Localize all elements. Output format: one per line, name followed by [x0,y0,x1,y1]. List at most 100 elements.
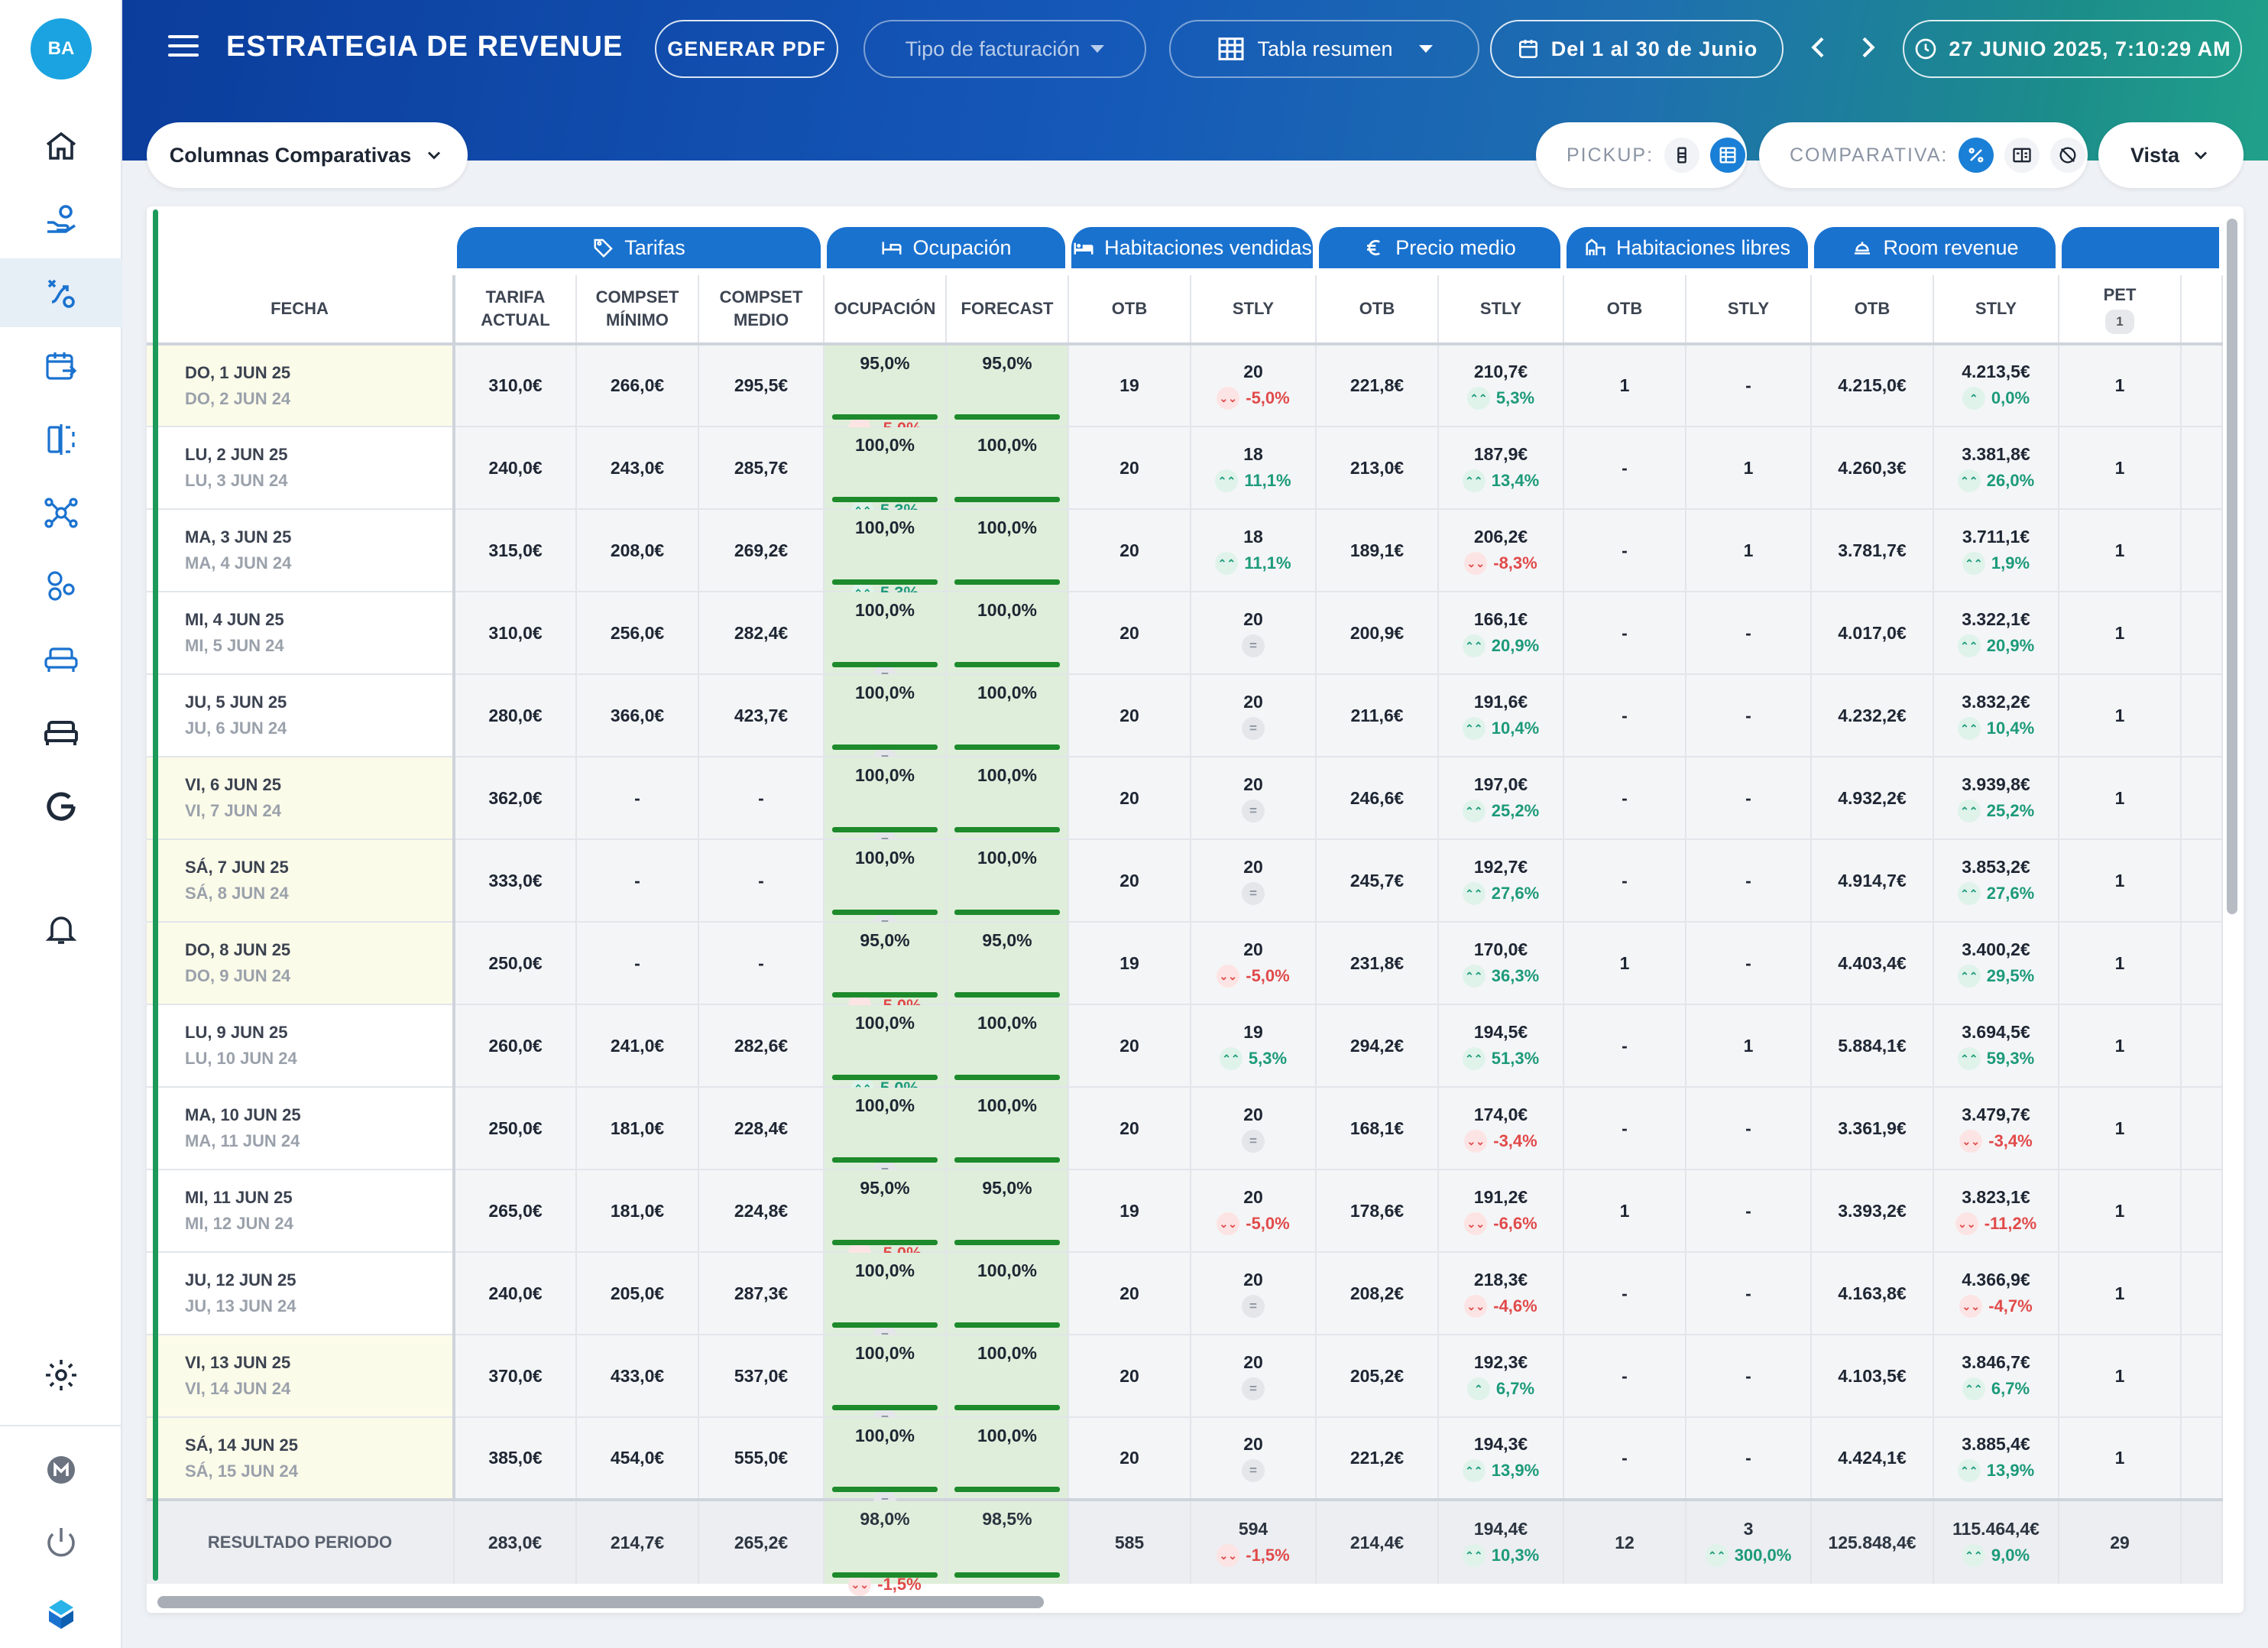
percent-icon[interactable] [1959,138,1994,173]
value-compare-icon[interactable] [2004,138,2040,173]
sofa-icon[interactable] [0,625,122,694]
generate-pdf-button[interactable]: GENERAR PDF [655,20,838,78]
table-row[interactable]: MA, 10 JUN 25 MA, 11 JUN 24 250,0€ 181,0€ 22… [147,1087,2223,1182]
billing-type-dropdown[interactable]: Tipo de facturación [863,20,1146,78]
date-cell[interactable]: SÁ, 7 JUN 25 SÁ, 8 JUN 24 [147,839,455,923]
table-row[interactable]: MI, 11 JUN 25 MI, 12 JUN 24 265,0€ 181,0€ 22… [147,1169,2223,1265]
header-ocupacion: OCUPACIÓN [824,275,947,345]
table-row[interactable]: JU, 5 JUN 25 JU, 6 JUN 24 280,0€ 366,0€ 423,… [147,674,2223,770]
strategy-icon[interactable] [0,258,122,327]
revenue-otb-cell: 5.884,1€ [1811,1004,1934,1088]
calendar-arrows-icon[interactable] [0,332,122,401]
trend-up-icon: ⌃⌃ [1957,634,1981,657]
precio-stly-cell: 194,4€ ⌃⌃ 10,3% [1438,1498,1564,1584]
pickup-list-icon[interactable] [1710,138,1746,173]
next-arrow-icon[interactable] [1852,32,1883,63]
revenue-stly-cell: 4.213,5€ ⌃ 0,0% [1933,344,2059,427]
date-cell[interactable]: RESULTADO PERIODO [147,209,455,1584]
date-cell[interactable]: JU, 12 JUN 25 JU, 13 JUN 24 [147,1252,455,1335]
vertical-scrollbar[interactable] [2227,219,2237,914]
calendar-icon [1518,40,1537,58]
trend-equal: = [1242,799,1265,822]
tarifa-actual-cell: 385,0€ [454,1417,577,1500]
table-row[interactable]: LU, 2 JUN 25 LU, 3 JUN 24 240,0€ 243,0€ 285,… [147,427,2223,522]
precio-otb-cell: 221,8€ [1316,344,1439,427]
brand-logo-icon [0,1579,122,1648]
hide-comparative-icon[interactable] [2050,138,2086,173]
header-libres-otb: OTB [1563,275,1686,345]
table-view-dropdown[interactable]: Tabla resumen [1169,20,1479,78]
hamburger-menu-icon[interactable] [168,35,199,63]
power-icon[interactable] [0,1507,122,1576]
network-icon[interactable] [0,479,122,547]
trend-indicator: ⌄⌄ -8,3% [1464,551,1537,575]
timestamp-button[interactable]: 27 JUNIO 2025, 7:10:29 AM [1903,20,2242,78]
date-cell[interactable]: MI, 11 JUN 25 MI, 12 JUN 24 [147,1169,455,1253]
date-cell[interactable]: SÁ, 14 JUN 25 SÁ, 15 JUN 24 [147,1417,455,1500]
date-cell[interactable]: VI, 6 JUN 25 VI, 7 JUN 24 [147,757,455,840]
vendidas-stly-cell: 20 = [1191,674,1317,757]
ocupacion-cell: 100,0%= [824,1087,947,1182]
date-cell[interactable]: LU, 2 JUN 25 LU, 3 JUN 24 [147,427,455,510]
bell-icon[interactable] [0,894,122,963]
date-cell[interactable]: MA, 3 JUN 25 MA, 4 JUN 24 [147,509,455,592]
avatar[interactable]: BA [31,18,92,79]
revenue-stly-cell: 3.694,5€ ⌃⌃ 59,3% [1933,1004,2059,1088]
trend-up-icon: ⌃⌃ [1462,799,1486,822]
table-row[interactable]: SÁ, 14 JUN 25 SÁ, 15 JUN 24 385,0€ 454,0€ 55… [147,1417,2223,1513]
extra-cell [2181,1498,2223,1584]
view-dropdown[interactable]: Vista [2098,122,2244,188]
precio-otb-cell: 178,6€ [1316,1169,1439,1253]
date-cell[interactable]: DO, 8 JUN 25 DO, 9 JUN 24 [147,922,455,1005]
bed-icon[interactable] [0,699,122,767]
m-logo-icon[interactable] [0,1436,122,1504]
occupancy-bar [954,992,1060,998]
ocupacion-cell: 100,0%= [824,1417,947,1513]
previous-arrow-icon[interactable] [1803,32,1834,63]
hand-money-icon[interactable] [0,185,122,254]
extra-cell [2181,1004,2223,1088]
comparative-columns-button[interactable]: Columnas Comparativas [147,122,468,188]
table-row[interactable]: VI, 13 JUN 25 VI, 14 JUN 24 370,0€ 433,0€ 53… [147,1335,2223,1430]
pet-cell: 1 [2059,674,2182,757]
compset-min-cell: 241,0€ [576,1004,699,1088]
bubbles-icon[interactable] [0,552,122,621]
trend-indicator: ⌃⌃ 20,9% [1957,634,2034,657]
vendidas-otb-cell: 20 [1068,839,1191,923]
revenue-otb-cell: 3.781,7€ [1811,509,1934,592]
date-cell[interactable]: MI, 4 JUN 25 MI, 5 JUN 24 [147,592,455,675]
ocupacion-cell: 100,0%= [824,674,947,770]
gear-icon[interactable] [0,1341,122,1410]
precio-otb-cell: 246,6€ [1316,757,1439,840]
date-cell[interactable]: DO, 1 JUN 25 DO, 2 JUN 24 [147,344,455,427]
revenue-otb-cell: 4.103,5€ [1811,1335,1934,1418]
compare-icon[interactable] [0,405,122,474]
trend-indicator: ⌄⌄ -1,5% [1217,1543,1290,1567]
sidebar: BA [0,0,122,1648]
pickup-single-icon[interactable] [1664,138,1700,173]
forecast-cell: 100,0% [946,757,1069,840]
google-icon[interactable] [0,772,122,841]
compset-med-cell: 423,7€ [698,674,825,757]
revenue-table: Tarifas Ocupación Habitaciones vendidas … [147,206,2223,1596]
date-cell[interactable]: LU, 9 JUN 25 LU, 10 JUN 24 [147,1004,455,1088]
home-icon[interactable] [0,112,122,180]
libres-otb-cell: 1 [1563,1169,1686,1253]
date-cell[interactable]: JU, 5 JUN 25 JU, 6 JUN 24 [147,674,455,757]
tarifa-actual-cell: 260,0€ [454,1004,577,1088]
date-cell[interactable]: MA, 10 JUN 25 MA, 11 JUN 24 [147,1087,455,1170]
table-row[interactable]: DO, 1 JUN 25 DO, 2 JUN 24 310,0€ 266,0€ 295,… [147,344,2223,440]
trend-up-icon: ⌃⌃ [1462,881,1486,905]
horizontal-scrollbar[interactable] [157,1596,1044,1608]
date-cell[interactable]: VI, 13 JUN 25 VI, 14 JUN 24 [147,1335,455,1418]
table-row[interactable]: JU, 12 JUN 25 JU, 13 JUN 24 240,0€ 205,0€ 28… [147,1252,2223,1348]
table-row[interactable]: MI, 4 JUN 25 MI, 5 JUN 24 310,0€ 256,0€ 282,… [147,592,2223,687]
trend-indicator: ⌄⌄ -4,6% [1464,1294,1537,1318]
date-range-button[interactable]: Del 1 al 30 de Junio [1490,20,1784,78]
forecast-cell: 100,0% [946,674,1069,757]
table-row[interactable]: MA, 3 JUN 25 MA, 4 JUN 24 315,0€ 208,0€ 269,… [147,509,2223,605]
table-row[interactable]: LU, 9 JUN 25 LU, 10 JUN 24 260,0€ 241,0€ 282… [147,1004,2223,1100]
